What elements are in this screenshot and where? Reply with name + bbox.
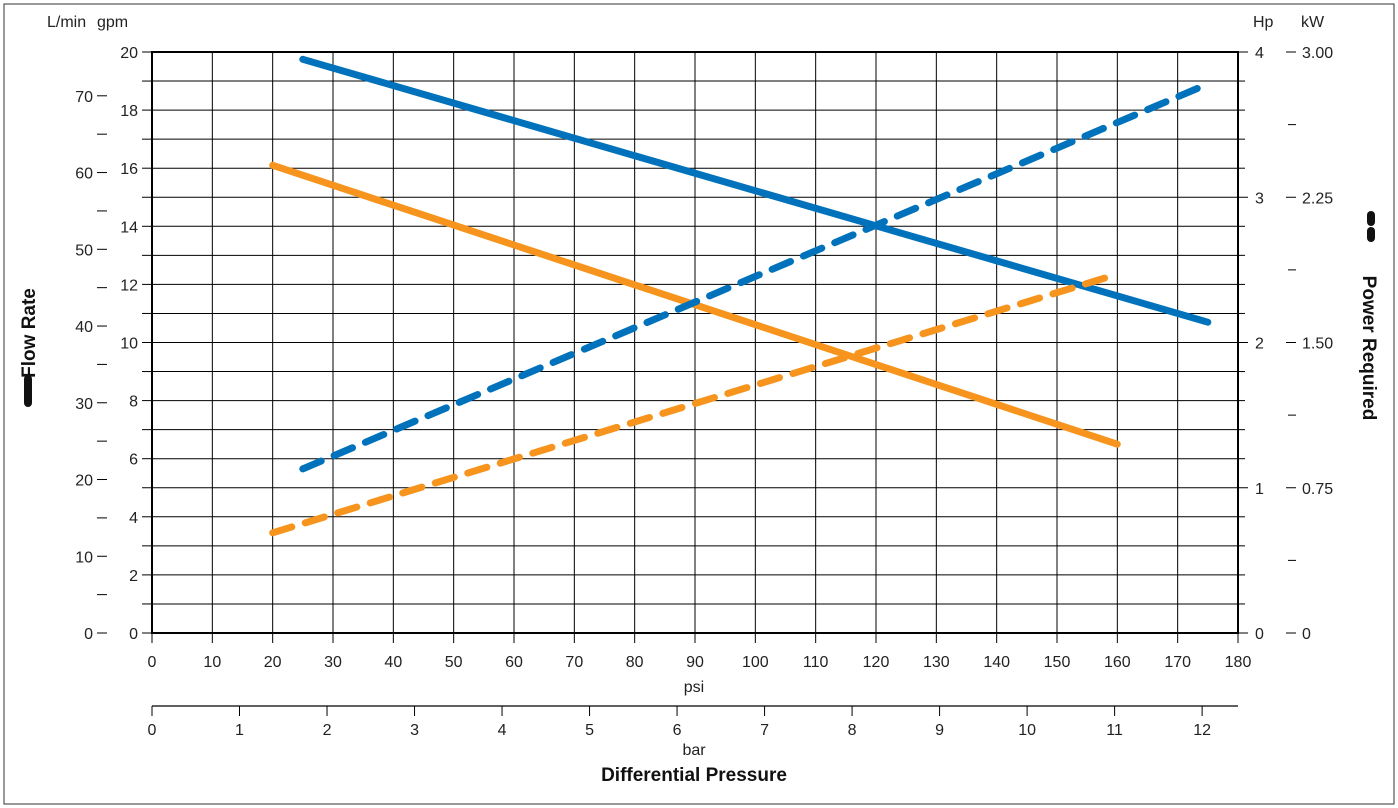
hp-tick-label: 0 xyxy=(1255,626,1264,643)
kw-tick-label: 0.75 xyxy=(1302,481,1333,498)
bar-axis-label: bar xyxy=(682,742,706,759)
psi-tick-label: 160 xyxy=(1104,654,1131,671)
lmin-tick-label: 0 xyxy=(84,626,93,643)
gpm-tick-label: 2 xyxy=(129,568,138,585)
bar-tick-label: 0 xyxy=(148,722,157,739)
psi-tick-label: 110 xyxy=(803,654,829,671)
psi-tick-label: 0 xyxy=(148,654,157,671)
psi-tick-label: 30 xyxy=(324,654,342,671)
gpm-tick-label: 20 xyxy=(120,45,138,62)
hp-tick-label: 2 xyxy=(1255,336,1264,353)
bar-tick-label: 7 xyxy=(760,722,769,739)
power-line-orange xyxy=(269,270,1121,537)
lmin-tick-label: 30 xyxy=(75,396,93,413)
psi-tick-label: 60 xyxy=(505,654,523,671)
lmin-tick-label: 10 xyxy=(75,549,93,566)
psi-tick-label: 40 xyxy=(384,654,402,671)
bar-tick-label: 5 xyxy=(585,722,594,739)
gpm-tick-label: 0 xyxy=(129,626,138,643)
bar-tick-label: 2 xyxy=(323,722,332,739)
psi-tick-label: 180 xyxy=(1225,654,1252,671)
psi-tick-label: 80 xyxy=(626,654,644,671)
gpm-tick-label: 18 xyxy=(120,103,138,120)
lmin-tick-label: 60 xyxy=(75,166,93,183)
bar-tick-label: 8 xyxy=(848,722,857,739)
kw-unit-label: kW xyxy=(1301,14,1325,31)
psi-tick-label: 130 xyxy=(923,654,950,671)
kw-tick-label: 1.50 xyxy=(1302,336,1333,353)
bar-tick-label: 11 xyxy=(1106,722,1123,739)
psi-tick-label: 50 xyxy=(445,654,463,671)
gpm-tick-label: 4 xyxy=(129,510,138,527)
bar-tick-label: 6 xyxy=(673,722,682,739)
lmin-tick-label: 70 xyxy=(75,89,93,106)
kw-tick-label: 0 xyxy=(1302,626,1311,643)
grid xyxy=(152,52,1238,633)
flow-rate-title: Flow Rate xyxy=(19,288,40,378)
gpm-tick-label: 14 xyxy=(120,219,138,236)
psi-tick-label: 150 xyxy=(1044,654,1071,671)
power-required-title-group: Power Required xyxy=(1358,211,1379,421)
lmin-tick-label: 40 xyxy=(75,319,93,336)
kw-tick-label: 2.25 xyxy=(1302,190,1333,207)
psi-tick-label: 140 xyxy=(983,654,1010,671)
gpm-tick-label: 16 xyxy=(120,161,138,178)
bar-tick-label: 4 xyxy=(498,722,507,739)
bar-tick-label: 12 xyxy=(1193,722,1211,739)
gpm-tick-label: 6 xyxy=(129,452,138,469)
psi-tick-label: 170 xyxy=(1164,654,1191,671)
flow-line-blue xyxy=(299,55,1212,326)
psi-axis-label: psi xyxy=(684,679,704,696)
psi-tick-label: 120 xyxy=(863,654,890,671)
x-axis-title: Differential Pressure xyxy=(601,765,787,786)
hp-tick-label: 1 xyxy=(1255,481,1264,498)
gpm-tick-label: 10 xyxy=(120,336,138,353)
psi-tick-label: 90 xyxy=(686,654,704,671)
power-required-title: Power Required xyxy=(1358,276,1379,421)
flow-rate-title-group: Flow Rate xyxy=(19,288,40,407)
hp-tick-label: 4 xyxy=(1255,45,1264,62)
hp-unit-label: Hp xyxy=(1253,14,1274,31)
hp-tick-label: 3 xyxy=(1255,190,1264,207)
bar-tick-label: 1 xyxy=(235,722,244,739)
lmin-unit-label: L/min xyxy=(47,14,86,31)
gpm-unit-label: gpm xyxy=(97,14,128,31)
bar-tick-label: 9 xyxy=(935,722,944,739)
bar-tick-label: 3 xyxy=(410,722,419,739)
power-line-blue xyxy=(299,80,1212,473)
series-layer xyxy=(269,55,1212,537)
axes-layer: 0 10 20 30 40 50 60 70 80 90 100 110 120 130 140 150 160… xyxy=(75,45,1333,739)
gpm-tick-label: 12 xyxy=(120,277,138,294)
psi-tick-label: 10 xyxy=(203,654,221,671)
lmin-tick-label: 20 xyxy=(75,473,93,490)
psi-tick-label: 100 xyxy=(742,654,769,671)
psi-tick-label: 20 xyxy=(264,654,282,671)
gpm-tick-label: 8 xyxy=(129,394,138,411)
lmin-tick-label: 50 xyxy=(75,242,93,259)
psi-tick-label: 70 xyxy=(565,654,583,671)
bar-tick-label: 10 xyxy=(1018,722,1036,739)
kw-tick-label: 3.00 xyxy=(1302,45,1333,62)
